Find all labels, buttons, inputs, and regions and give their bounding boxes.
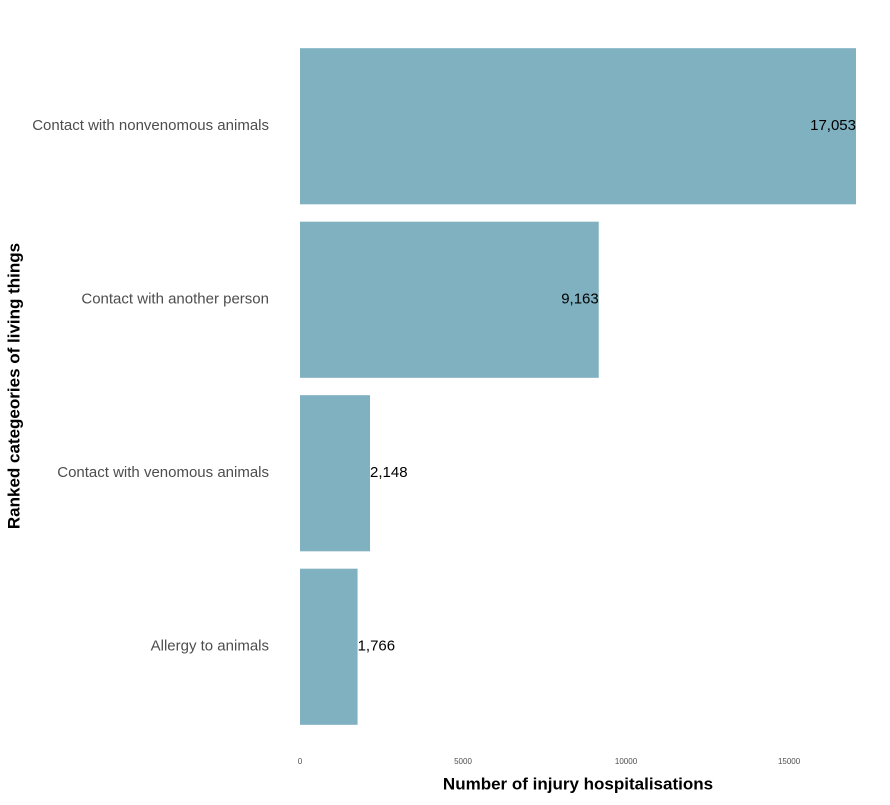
bar — [300, 568, 358, 725]
value-label: 17,053 — [810, 117, 856, 134]
value-label: 2,148 — [370, 464, 408, 481]
y-axis-title: Ranked categeories of living things — [4, 243, 23, 529]
value-label: 1,766 — [358, 638, 396, 655]
y-tick-label: Contact with venomous animals — [57, 464, 269, 481]
bar — [300, 395, 371, 552]
bar — [300, 48, 856, 205]
y-tick-label: Contact with nonvenomous animals — [32, 117, 269, 134]
bar — [300, 221, 599, 378]
y-tick-label: Allergy to animals — [151, 638, 269, 655]
value-label: 9,163 — [561, 291, 599, 308]
x-tick-label: 10000 — [615, 757, 638, 766]
x-axis-title: Number of injury hospitalisations — [443, 774, 713, 793]
x-tick-label: 15000 — [778, 757, 801, 766]
y-tick-label: Contact with another person — [81, 291, 269, 308]
x-tick-label: 5000 — [454, 757, 472, 766]
x-tick-label: 0 — [298, 757, 303, 766]
